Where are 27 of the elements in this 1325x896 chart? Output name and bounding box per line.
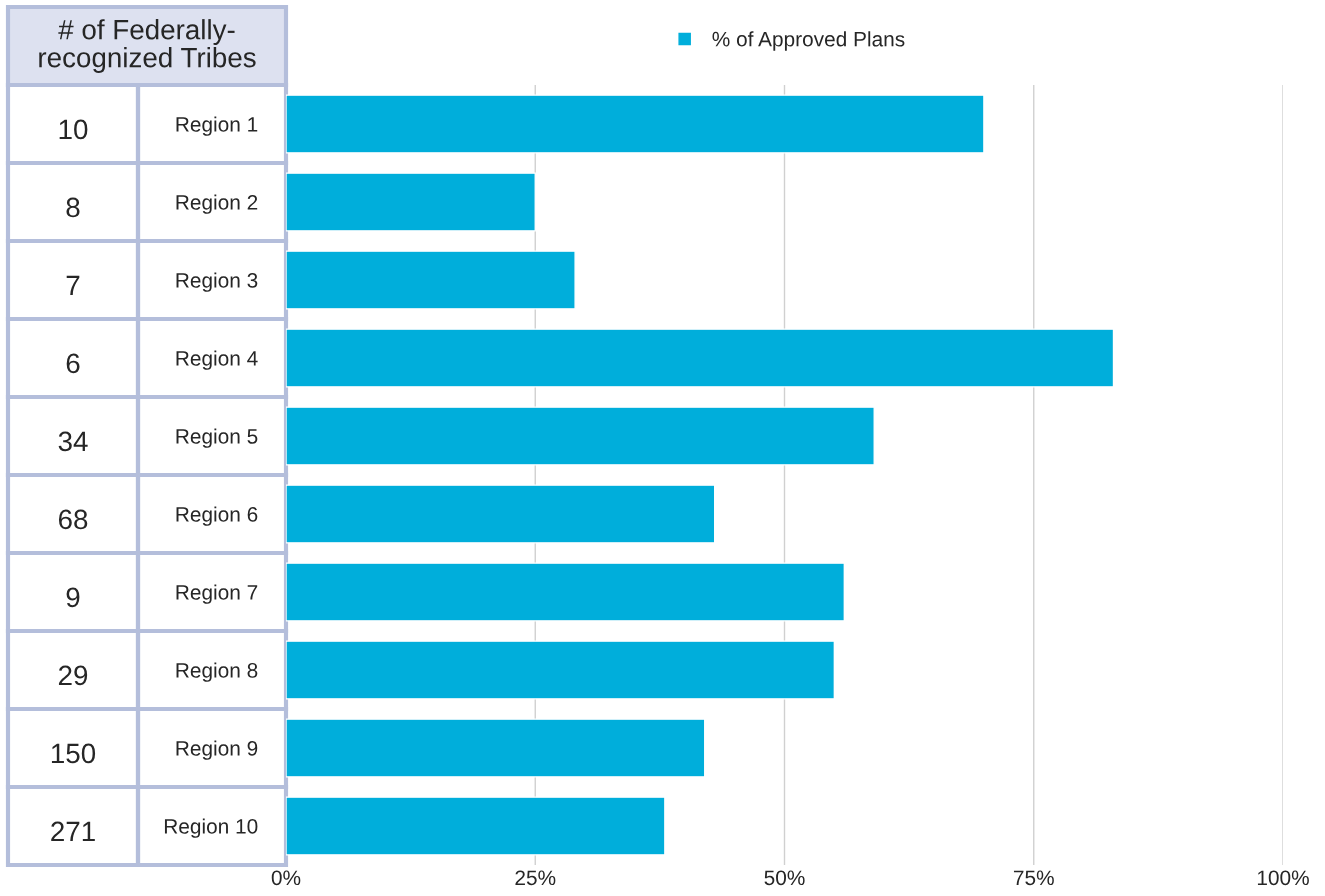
y-tick-label: Region 10 (164, 818, 258, 838)
x-tick-label: 25% (515, 870, 556, 886)
text: 8 (66, 197, 80, 218)
y-tick-label: Region 3 (176, 272, 258, 292)
text: 9 (66, 587, 80, 608)
text: 10 (59, 119, 88, 140)
x-tick-label: 75% (1013, 870, 1054, 886)
text: 34 (58, 431, 88, 452)
text: # of Federally- recognized Tribes (39, 19, 256, 73)
x-tick-label: 0% (271, 870, 301, 886)
y-tick-label: Region 8 (176, 662, 258, 682)
text: 7 (66, 275, 80, 295)
text: 29 (58, 665, 88, 686)
legend-label: % of Approved Plans (712, 31, 905, 51)
text: 150 (51, 743, 96, 764)
y-tick-label: Region 9 (176, 740, 258, 760)
text: 271 (51, 821, 95, 841)
y-tick-label: Region 1 (176, 116, 258, 136)
y-tick-label: Region 2 (176, 194, 258, 214)
y-tick-label: Region 7 (176, 584, 258, 604)
text: 6 (66, 353, 80, 374)
y-tick-label: Region 6 (176, 506, 258, 526)
y-tick-label: Region 5 (176, 428, 258, 448)
y-tick-label: Region 4 (176, 350, 258, 370)
x-tick-label: 50% (764, 870, 805, 886)
x-tick-label: 100% (1257, 870, 1309, 886)
text: 68 (58, 509, 88, 530)
